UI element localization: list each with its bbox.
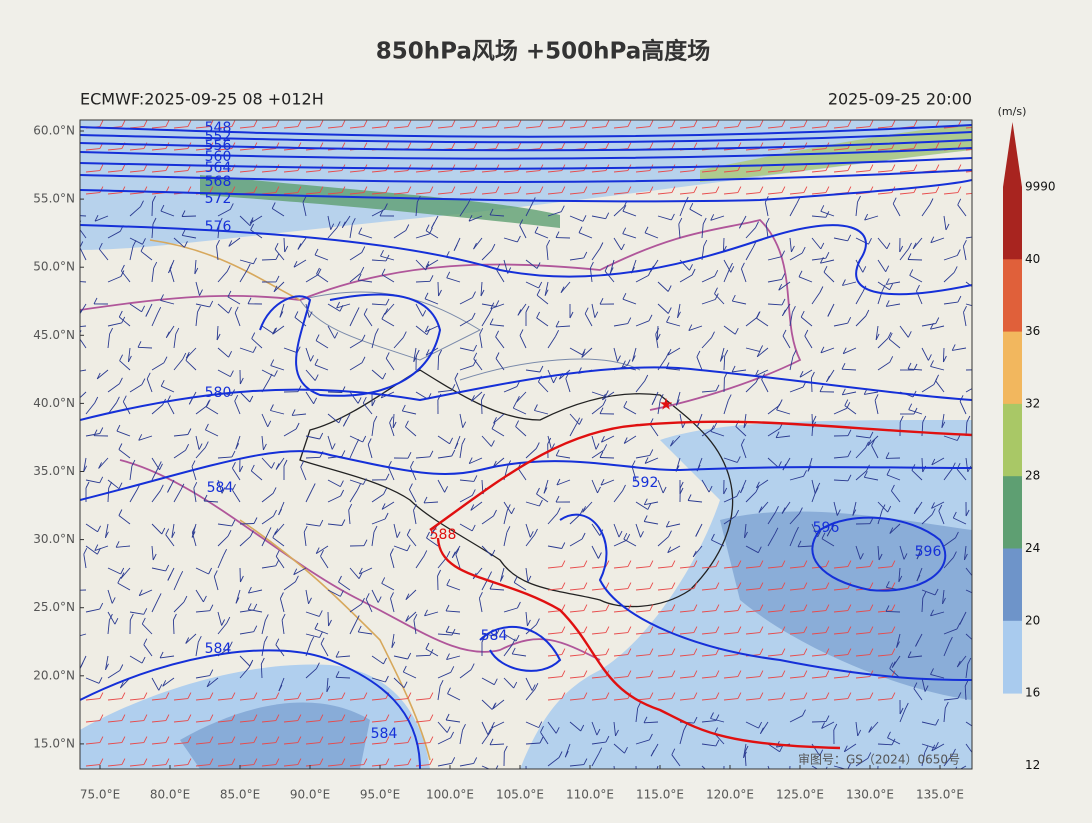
wind-barb [482, 400, 483, 414]
lat-label: 35.0°N [33, 464, 75, 478]
lon-label: 80.0°E [150, 788, 190, 802]
contour-label: 588 [430, 527, 457, 543]
valid-time: 2025-09-25 20:00 [828, 90, 972, 109]
colorbar-unit: (m/s) [998, 105, 1027, 118]
wind-barb [240, 524, 254, 525]
contour-label: 576 [205, 219, 232, 235]
lon-label: 120.0°E [706, 788, 754, 802]
lat-label: 25.0°N [33, 600, 75, 614]
wind-barb [182, 216, 196, 217]
contour-label: 584 [481, 628, 508, 644]
lat-label: 60.0°N [33, 124, 75, 138]
wind-barb [328, 612, 329, 626]
wind-barb [438, 356, 439, 370]
colorbar-label: 24 [1025, 541, 1040, 555]
contour-label: 596 [915, 544, 942, 560]
lon-label: 115.0°E [636, 788, 684, 802]
lat-label: 45.0°N [33, 328, 75, 342]
colorbar-label: 32 [1025, 396, 1040, 410]
colorbar-band [1003, 187, 1022, 260]
map-area: ★ 54855255656056456857257658058458458458… [72, 120, 983, 780]
lon-label: 75.0°E [80, 788, 120, 802]
title: 850hPa风场 +500hPa高度场 [376, 38, 711, 65]
lon-label: 100.0°E [426, 788, 474, 802]
colorbar-label: 20 [1025, 613, 1040, 627]
lon-label: 105.0°E [496, 788, 544, 802]
contour-label: 584 [205, 641, 232, 657]
capital-marker: ★ [659, 395, 673, 414]
colorbar-band [1003, 404, 1022, 477]
lon-label: 110.0°E [566, 788, 614, 802]
wind-barb [811, 378, 812, 392]
lat-label: 20.0°N [33, 668, 75, 682]
wind-barb [908, 260, 922, 261]
contour-label: 584 [207, 480, 234, 496]
contour-label: 596 [813, 520, 840, 536]
colorbar-band [1003, 259, 1022, 332]
lat-label: 30.0°N [33, 532, 75, 546]
wind-barb [328, 392, 342, 393]
lat-label: 55.0°N [33, 192, 75, 206]
colorbar-label: 28 [1025, 469, 1040, 483]
contour-label: 592 [632, 475, 659, 491]
colorbar-band [1003, 476, 1022, 549]
wind-barb [262, 259, 276, 260]
colorbar-label: 12 [1025, 758, 1040, 772]
wind-barb [886, 611, 900, 612]
lon-label: 135.0°E [916, 788, 964, 802]
contour-label: 572 [205, 191, 232, 207]
wind-barb [723, 238, 724, 252]
lon-label: 130.0°E [846, 788, 894, 802]
lat-label: 40.0°N [33, 396, 75, 410]
colorbar-label: 40 [1025, 252, 1040, 266]
watermark: 审图号：GS（2024）0650号 [798, 752, 960, 767]
colorbar-label: 36 [1025, 324, 1040, 338]
colorbar-label: 9990 [1025, 180, 1056, 194]
colorbar-band [1003, 549, 1022, 622]
colorbar-band [1003, 621, 1022, 694]
lat-label: 15.0°N [33, 736, 75, 750]
colorbar-band [1003, 332, 1022, 405]
lon-label: 95.0°E [360, 788, 400, 802]
wind-barb [943, 348, 944, 362]
model-run: ECMWF:2025-09-25 08 +012H [80, 90, 324, 109]
lat-label: 50.0°N [33, 260, 75, 274]
contour-label: 580 [205, 385, 232, 401]
wind-barb [173, 620, 174, 634]
contour-label: 568 [205, 174, 232, 190]
wind-barb [600, 458, 614, 459]
wind-barb [152, 202, 153, 216]
wind-barb [438, 282, 439, 296]
lon-label: 125.0°E [776, 788, 824, 802]
contour-label: 584 [371, 726, 398, 742]
lon-label: 85.0°E [220, 788, 260, 802]
lon-label: 90.0°E [290, 788, 330, 802]
colorbar-label: 16 [1025, 686, 1040, 700]
